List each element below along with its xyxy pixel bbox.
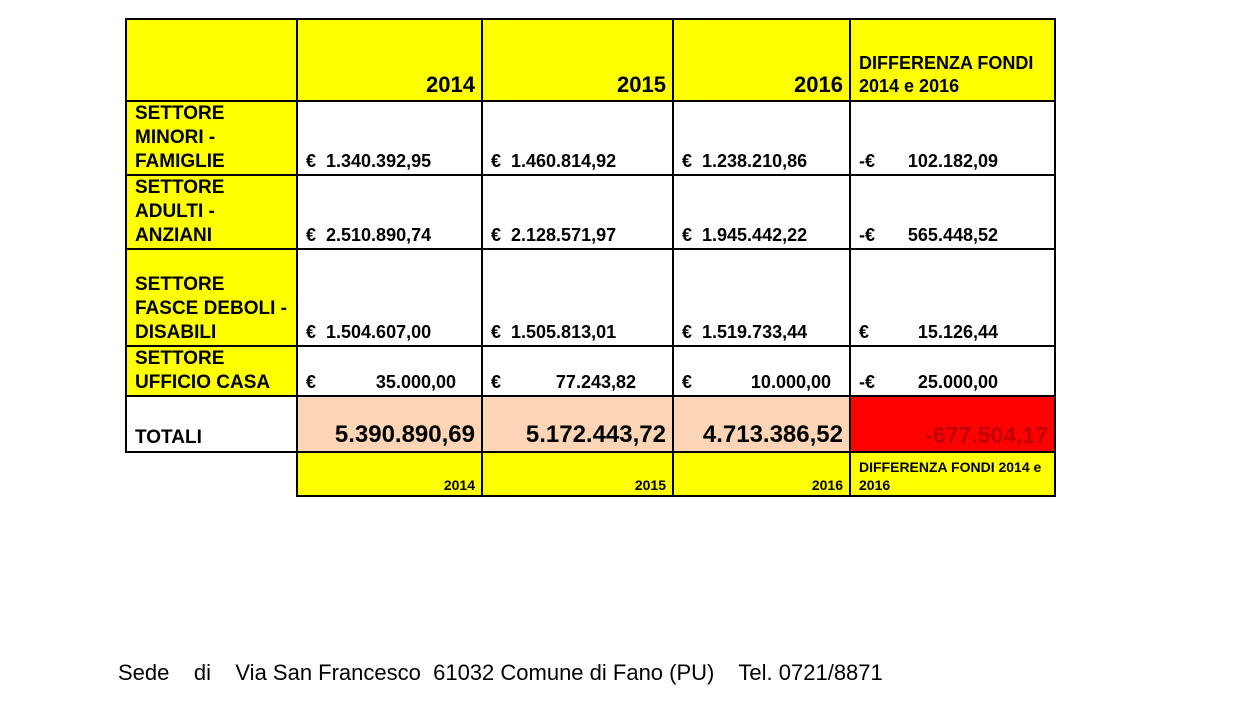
footer-year-2016: 2016: [672, 451, 851, 497]
amount: 2.128.571,97: [511, 225, 617, 245]
footer-difference: DIFFERENZA FONDI 2014 e 2016: [849, 451, 1056, 497]
total-2016: 4.713.386,52: [672, 395, 851, 453]
header-corner-cell: [125, 18, 298, 102]
amount: 565.448,52: [907, 225, 998, 245]
total-difference: -677.504,17: [849, 395, 1056, 453]
amount: 10.000,00: [750, 372, 831, 392]
address-footer: Sede di Via San Francesco 61032 Comune d…: [118, 660, 883, 685]
currency-symbol: €: [491, 151, 502, 171]
value-cell: €1.519.733,44: [672, 248, 851, 347]
total-2015: 5.172.443,72: [481, 395, 674, 453]
amount: 77.243,82: [555, 372, 636, 392]
row-label-ufficio-casa: SETTORE UFFICIO CASA: [125, 345, 298, 397]
amount: 102.182,09: [907, 151, 998, 171]
value-cell: €35.000,00: [296, 345, 483, 397]
row-label-adulti: SETTORE ADULTI - ANZIANI: [125, 174, 298, 250]
difference-cell: -€ 102.182,09: [849, 100, 1056, 176]
currency-symbol: €: [306, 322, 317, 342]
value-cell: €1.238.210,86: [672, 100, 851, 176]
value-cell: €1.460.814,92: [481, 100, 674, 176]
totals-label: TOTALI: [125, 395, 298, 453]
amount: 1.340.392,95: [326, 151, 432, 171]
amount: 1.238.210,86: [702, 151, 808, 171]
value-cell: €1.504.607,00: [296, 248, 483, 347]
currency-symbol: €: [682, 225, 693, 245]
funding-table: 2014 2015 2016 DIFFERENZA FONDI 2014 e 2…: [125, 18, 1056, 497]
table-row: SETTORE MINORI - FAMIGLIE €1.340.392,95 …: [125, 100, 1056, 176]
footer-year-2015: 2015: [481, 451, 674, 497]
currency-symbol: €: [491, 225, 502, 245]
totals-row: TOTALI 5.390.890,69 5.172.443,72 4.713.3…: [125, 395, 1056, 453]
difference-cell: €15.126,44: [849, 248, 1056, 347]
value-cell: €10.000,00: [672, 345, 851, 397]
amount: 15.126,44: [917, 322, 998, 342]
row-label-fasce-deboli: SETTORE FASCE DEBOLI - DISABILI: [125, 248, 298, 347]
currency-symbol: €: [306, 372, 317, 392]
header-year-2016: 2016: [672, 18, 851, 102]
difference-cell: -€ 25.000,00: [849, 345, 1056, 397]
currency-symbol: -€: [859, 151, 876, 171]
currency-symbol: -€: [859, 372, 876, 392]
currency-symbol: €: [306, 225, 317, 245]
amount: 35.000,00: [375, 372, 456, 392]
currency-symbol: €: [682, 322, 693, 342]
total-2014: 5.390.890,69: [296, 395, 483, 453]
currency-symbol: €: [491, 322, 502, 342]
currency-symbol: €: [682, 372, 693, 392]
amount: 1.945.442,22: [702, 225, 808, 245]
amount: 1.460.814,92: [511, 151, 617, 171]
row-label-minori: SETTORE MINORI - FAMIGLIE: [125, 100, 298, 176]
footer-row: 2014 2015 2016 DIFFERENZA FONDI 2014 e 2…: [126, 451, 1056, 497]
amount: 2.510.890,74: [326, 225, 432, 245]
difference-cell: -€ 565.448,52: [849, 174, 1056, 250]
amount: 25.000,00: [917, 372, 998, 392]
value-cell: €1.945.442,22: [672, 174, 851, 250]
value-cell: €77.243,82: [481, 345, 674, 397]
value-cell: €1.340.392,95: [296, 100, 483, 176]
footer-empty-cell: [126, 452, 297, 496]
table-row: SETTORE ADULTI - ANZIANI €2.510.890,74 €…: [125, 174, 1056, 250]
value-cell: €2.128.571,97: [481, 174, 674, 250]
currency-symbol: €: [682, 151, 693, 171]
currency-symbol: €: [306, 151, 317, 171]
value-cell: €1.505.813,01: [481, 248, 674, 347]
currency-symbol: €: [859, 322, 870, 342]
header-year-2015: 2015: [481, 18, 674, 102]
header-difference: DIFFERENZA FONDI 2014 e 2016: [849, 18, 1056, 102]
amount: 1.504.607,00: [326, 322, 432, 342]
header-row: 2014 2015 2016 DIFFERENZA FONDI 2014 e 2…: [125, 18, 1056, 102]
header-year-2014: 2014: [296, 18, 483, 102]
value-cell: €2.510.890,74: [296, 174, 483, 250]
table-row: SETTORE FASCE DEBOLI - DISABILI €1.504.6…: [125, 248, 1056, 347]
amount: 1.519.733,44: [702, 322, 808, 342]
currency-symbol: -€: [859, 225, 876, 245]
table-row: SETTORE UFFICIO CASA €35.000,00 €77.243,…: [125, 345, 1056, 397]
amount: 1.505.813,01: [511, 322, 617, 342]
footer-year-2014: 2014: [296, 451, 483, 497]
currency-symbol: €: [491, 372, 502, 392]
